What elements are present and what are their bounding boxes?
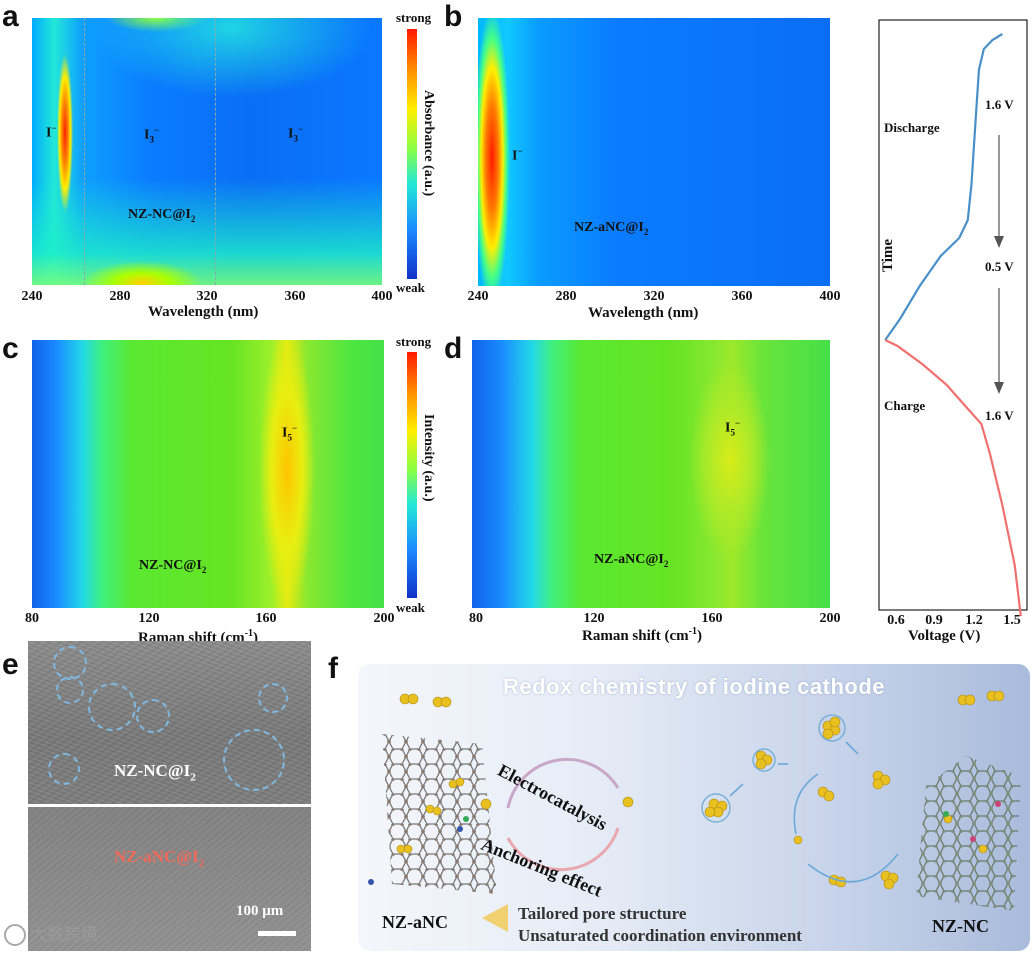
pore-circle xyxy=(56,676,84,704)
tick-chart-2: 1.2 xyxy=(965,613,983,628)
colorbar-bottom-title: Intensity (a.u.) xyxy=(421,414,436,502)
legend-line-1: Tailored pore structure xyxy=(518,904,687,923)
tick-a-2: 320 xyxy=(196,289,218,304)
arrow-head-2 xyxy=(994,382,1004,394)
panel-label-f: f xyxy=(328,652,338,685)
pore-circle xyxy=(258,683,288,713)
scale-bar xyxy=(258,931,296,936)
watermark-logo-icon xyxy=(4,924,26,946)
heatmap-a xyxy=(32,18,382,285)
sample-label-b: NZ-aNC@I2 xyxy=(574,220,649,237)
sem-top-label: NZ-NC@I2 xyxy=(114,761,196,784)
tick-d-3: 200 xyxy=(819,611,841,626)
watermark: 大数跨境 xyxy=(4,920,98,946)
colorbar-top-title: Absorbance (a.u.) xyxy=(421,90,436,197)
panel-label-d: d xyxy=(444,332,463,365)
schematic-title: Redox chemistry of iodine cathode xyxy=(502,674,885,699)
annot-a-i3-first: I3− xyxy=(144,125,160,145)
tick-a-4: 400 xyxy=(371,289,393,304)
tick-d-0: 80 xyxy=(469,611,483,626)
xlabel-a: Wavelength (nm) xyxy=(148,304,259,320)
colorbar-top xyxy=(407,29,417,279)
pore-circle xyxy=(53,646,87,680)
tick-chart-1: 0.9 xyxy=(925,613,943,628)
pore-circle xyxy=(136,699,170,733)
xlabel-d: Raman shift (cm-1) xyxy=(582,626,702,644)
tick-b-1: 280 xyxy=(555,289,577,304)
scale-bar-label: 100 μm xyxy=(236,903,284,919)
label-voltage-3: 1.6 V xyxy=(985,408,1014,423)
lattice-right xyxy=(916,756,1021,911)
line-chart xyxy=(878,19,1028,617)
cycle-arcs xyxy=(506,757,620,872)
tick-b-3: 360 xyxy=(731,289,753,304)
tick-a-3: 360 xyxy=(284,289,306,304)
sem-image-bottom: NZ-aNC@I2 100 μm xyxy=(28,807,311,951)
tick-d-2: 160 xyxy=(701,611,723,626)
tick-b-2: 320 xyxy=(643,289,665,304)
right-lattice-label: NZ-NC xyxy=(932,916,989,936)
colorbar-bottom-max: strong xyxy=(396,334,432,349)
annot-b-iminus: I− xyxy=(512,146,523,164)
panel-label-c: c xyxy=(2,332,19,365)
panel-label-a: a xyxy=(2,0,19,33)
tick-a-0: 240 xyxy=(21,289,43,304)
tick-chart-0: 0.6 xyxy=(887,613,905,628)
tick-a-1: 280 xyxy=(109,289,131,304)
sample-label-a: NZ-NC@I2 xyxy=(128,207,196,224)
sample-label-d: NZ-aNC@I2 xyxy=(594,552,669,569)
tick-c-3: 200 xyxy=(373,611,395,626)
colorbar-bottom-min: weak xyxy=(396,600,425,615)
xlabel-b: Wavelength (nm) xyxy=(588,305,699,321)
arc-top xyxy=(506,757,620,809)
sem-image-top: NZ-NC@I2 xyxy=(28,641,311,804)
colorbar-top-max: strong xyxy=(396,10,432,25)
annot-d-i5: I5− xyxy=(725,418,741,438)
arc-bottom xyxy=(506,827,620,872)
heatmap-b xyxy=(478,18,830,286)
chart-xlabel: Voltage (V) xyxy=(908,628,981,644)
discharge-series-line xyxy=(884,33,1003,341)
tick-chart-3: 1.5 xyxy=(1003,613,1021,628)
tick-c-1: 120 xyxy=(138,611,160,626)
panel-label-e: e xyxy=(2,648,19,681)
pore-circle xyxy=(223,729,285,791)
label-voltage-2: 0.5 V xyxy=(985,259,1014,274)
legend-triangle-icon xyxy=(482,904,508,932)
left-lattice-label: NZ-aNC xyxy=(382,912,448,932)
tick-b-0: 240 xyxy=(467,289,489,304)
annot-c-i5: I5− xyxy=(282,423,298,443)
colorbar-bottom xyxy=(407,352,417,598)
charge-series-line xyxy=(884,339,1022,617)
schematic-f: Redox chemistry of iodine cathode Electr… xyxy=(358,664,1030,951)
pore-circle xyxy=(88,683,136,731)
label-voltage-1: 1.6 V xyxy=(985,97,1014,112)
sem-separator xyxy=(28,804,311,807)
sample-label-c: NZ-NC@I2 xyxy=(139,558,207,575)
legend-line-2: Unsaturated coordination environment xyxy=(518,926,802,945)
colorbar-top-min: weak xyxy=(396,280,425,295)
label-charge: Charge xyxy=(884,398,926,413)
tick-b-4: 400 xyxy=(819,289,841,304)
heatmap-d xyxy=(472,340,830,608)
sem-bottom-label: NZ-aNC@I2 xyxy=(114,847,205,870)
iodine-particles xyxy=(368,690,1005,890)
tick-c-0: 80 xyxy=(25,611,39,626)
tick-c-2: 160 xyxy=(255,611,277,626)
tick-d-1: 120 xyxy=(583,611,605,626)
heatmap-c xyxy=(32,340,384,608)
label-discharge: Discharge xyxy=(884,120,940,135)
annot-a-i3-second: I3− xyxy=(288,124,304,144)
arrow-head-1 xyxy=(994,236,1004,248)
pore-circle xyxy=(48,753,80,785)
annot-a-iminus: I− xyxy=(46,123,57,141)
panel-label-b: b xyxy=(444,0,463,33)
chart-ylabel: Time xyxy=(880,238,896,272)
